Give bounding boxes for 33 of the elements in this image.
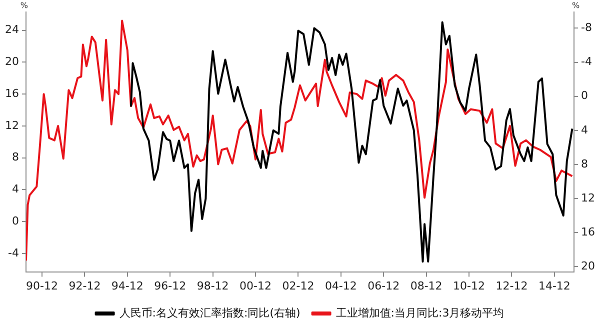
y2-axis-title: % xyxy=(572,1,580,10)
y-tick-label: 24 xyxy=(4,23,19,36)
y2-tick-label: 20 xyxy=(581,260,596,273)
legend-label: 人民币:名义有效汇率指数:同比(右轴) xyxy=(119,306,300,320)
y-tick-label: -4 xyxy=(8,246,19,260)
y-tick-label: 20 xyxy=(4,55,19,68)
y-tick-label: 0 xyxy=(12,214,19,228)
x-tick-label: 94-12 xyxy=(111,279,144,292)
y-tick-label: 12 xyxy=(4,118,19,132)
x-tick-label: 14-12 xyxy=(538,279,570,292)
x-tick-label: 98-12 xyxy=(196,279,229,292)
y2-tick-label: -8 xyxy=(581,21,592,34)
x-tick-label: 06-12 xyxy=(368,279,400,292)
legend-label: 工业增加值:当月同比:3月移动平均 xyxy=(336,306,504,320)
x-tick-label: 08-12 xyxy=(410,279,442,292)
y-tick-label: 16 xyxy=(4,86,19,100)
x-tick-label: 02-12 xyxy=(282,279,314,292)
y2-tick-label: -4 xyxy=(581,55,592,68)
y2-tick-label: 8 xyxy=(581,157,588,170)
x-tick-label: 12-12 xyxy=(496,279,528,292)
x-tick-label: 92-12 xyxy=(68,279,101,292)
x-tick-label: 96-12 xyxy=(154,279,186,292)
y2-tick-label: 12 xyxy=(581,191,596,204)
y2-tick-label: 4 xyxy=(581,123,588,136)
x-tick-label: 90-12 xyxy=(26,279,58,292)
x-tick-label: 04-12 xyxy=(324,279,357,292)
y-axis-title: % xyxy=(20,1,28,10)
y-tick-label: 8 xyxy=(12,150,19,164)
y2-tick-label: 0 xyxy=(581,89,588,102)
y2-tick-label: 16 xyxy=(581,225,596,238)
x-tick-label: 10-12 xyxy=(453,279,486,292)
y-tick-label: 4 xyxy=(12,182,19,196)
x-tick-label: 00-12 xyxy=(240,279,272,292)
